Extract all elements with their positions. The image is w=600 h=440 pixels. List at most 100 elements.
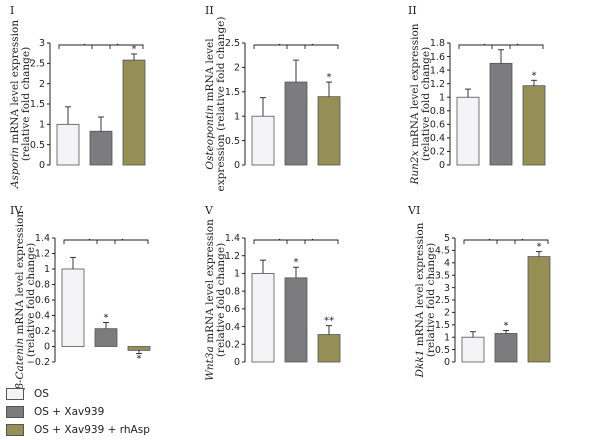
bar: [456, 96, 480, 166]
comparison-bracket: [491, 44, 544, 49]
y-tick-label: 0.4: [430, 133, 445, 144]
panel-label: IV: [10, 204, 23, 217]
y-tick-label: 1.2: [225, 251, 240, 262]
y-tick-label: 0: [439, 160, 445, 171]
bar: [494, 333, 518, 363]
bar: [122, 59, 146, 166]
legend-label-xav: OS + Xav939: [34, 405, 105, 418]
y-axis-label: Osteopontin mRNA level: [204, 38, 216, 170]
y-axis-label-part: Dkk1: [414, 350, 426, 379]
y-tick-label: 0: [444, 357, 450, 368]
comparison-bracket: [96, 239, 149, 244]
y-tick-label: 2.5: [225, 38, 240, 49]
chart-panel-2: II Osteopontin mRNA level expression (rela…: [204, 4, 341, 192]
y-axis-label-part: mRNA level: [204, 38, 216, 105]
significance-star: *: [137, 353, 142, 364]
bar: [61, 268, 85, 347]
y-axis-label-line2: expression (relative fold change): [215, 17, 227, 192]
legend-item-rh: OS + Xav939 + rhAsp: [6, 421, 150, 438]
y-tick-label: 0.6: [225, 304, 240, 315]
y-tick-label: 0.5: [225, 136, 240, 147]
y-tick-label: 3: [444, 283, 450, 294]
y-axis-label: Wnt3a mRNA level expression: [204, 219, 216, 381]
bracket-mark: [116, 43, 119, 46]
y-axis-label: Asporin mRNA level expression: [9, 20, 21, 189]
y-axis-label-part: mRNA level expression: [204, 219, 216, 346]
y-tick-label: 0.5: [435, 345, 450, 356]
y-axis-label-line2: (relative fold change): [20, 47, 32, 161]
chart-panel-5: V Wnt3a mRNA level expression (relative fo…: [204, 204, 341, 381]
y-axis-label-part: mRNA level expression: [414, 222, 426, 349]
legend: OS OS + Xav939 OS + Xav939 + rhAsp: [6, 385, 150, 439]
y-tick-label: 1: [44, 264, 50, 275]
y-tick-label: 1.5: [225, 87, 240, 98]
y-tick-label: 1.4: [430, 65, 445, 76]
bracket-mark: [278, 238, 281, 241]
comparison-bracket: [458, 44, 511, 49]
comparison-bracket: [58, 44, 111, 49]
y-tick-label: −0.2: [27, 357, 50, 368]
y-tick-label: 4.5: [435, 246, 450, 257]
y-axis-label-line2: (relative fold change): [425, 243, 437, 357]
y-tick-label: 1: [444, 332, 450, 343]
y-tick-label: 0.8: [225, 286, 240, 297]
y-axis-label-part: Run2x: [409, 150, 421, 185]
y-tick-label: 3: [39, 38, 45, 49]
y-tick-label: 0.2: [35, 326, 50, 337]
significance-star: *: [132, 44, 137, 55]
bracket-mark: [521, 238, 524, 241]
bracket-mark: [121, 238, 124, 241]
bar: [284, 277, 308, 363]
y-tick-label: 2.5: [30, 59, 45, 70]
significance-star: **: [324, 316, 334, 327]
y-axis-label-part: Asporin: [9, 147, 21, 189]
y-tick-label: 1.8: [430, 38, 445, 49]
panel-label: I: [10, 4, 14, 17]
y-tick-label: 4: [444, 258, 450, 269]
y-axis-label-part: Osteopontin: [204, 105, 216, 170]
bracket-mark: [88, 238, 91, 241]
panel-label: VI: [407, 204, 420, 217]
y-tick-label: 2.5: [435, 295, 450, 306]
y-tick-label: 1.6: [430, 52, 445, 63]
chart-panel-1: I Asporin mRNA level expression (relative …: [9, 4, 146, 189]
bar: [317, 334, 341, 363]
y-tick-label: 0.6: [35, 295, 50, 306]
bar: [94, 328, 118, 347]
y-tick-label: 1: [39, 120, 45, 131]
y-axis-label-part: β-Catenin: [14, 338, 26, 390]
y-tick-label: 1.5: [435, 320, 450, 331]
comparison-bracket: [286, 44, 339, 49]
legend-swatch-rh: [6, 423, 24, 436]
y-tick-label: 0.4: [225, 322, 240, 333]
y-tick-label: 0.4: [35, 311, 50, 322]
y-tick-label: 3.5: [435, 270, 450, 281]
y-tick-label: 2: [234, 63, 240, 74]
bar: [317, 96, 341, 166]
bracket-mark: [311, 238, 314, 241]
bar: [461, 336, 485, 363]
y-axis-label-line2: (relative fold change): [25, 243, 37, 357]
y-tick-label: 1.5: [30, 99, 45, 110]
y-tick-label: 0.8: [430, 106, 445, 117]
y-tick-label: 0: [39, 160, 45, 171]
bracket-mark: [278, 43, 281, 46]
legend-swatch-xav: [6, 405, 24, 418]
chart-panel-6: VI Dkk1 mRNA level expression (relative fo…: [407, 204, 551, 379]
y-tick-label: 0: [44, 342, 50, 353]
y-tick-label: 5: [444, 233, 450, 244]
y-tick-label: 0.8: [35, 280, 50, 291]
panel-label: II: [408, 4, 417, 17]
bracket-mark: [83, 43, 86, 46]
y-tick-label: 1.4: [225, 233, 240, 244]
chart-panel-3: II Run2x mRNA level expression (relative f…: [408, 4, 546, 186]
chart-panel-4: IVβ-Catenin mRNA level expression (relati…: [10, 204, 151, 390]
y-axis-label-line2: (relative fold change): [420, 47, 432, 161]
y-axis-label-part: mRNA level expression: [409, 23, 421, 150]
y-tick-label: 0.6: [430, 120, 445, 131]
legend-item-os: OS: [6, 385, 150, 402]
bar: [56, 123, 80, 166]
y-tick-label: 1: [439, 92, 445, 103]
bar: [251, 115, 275, 166]
